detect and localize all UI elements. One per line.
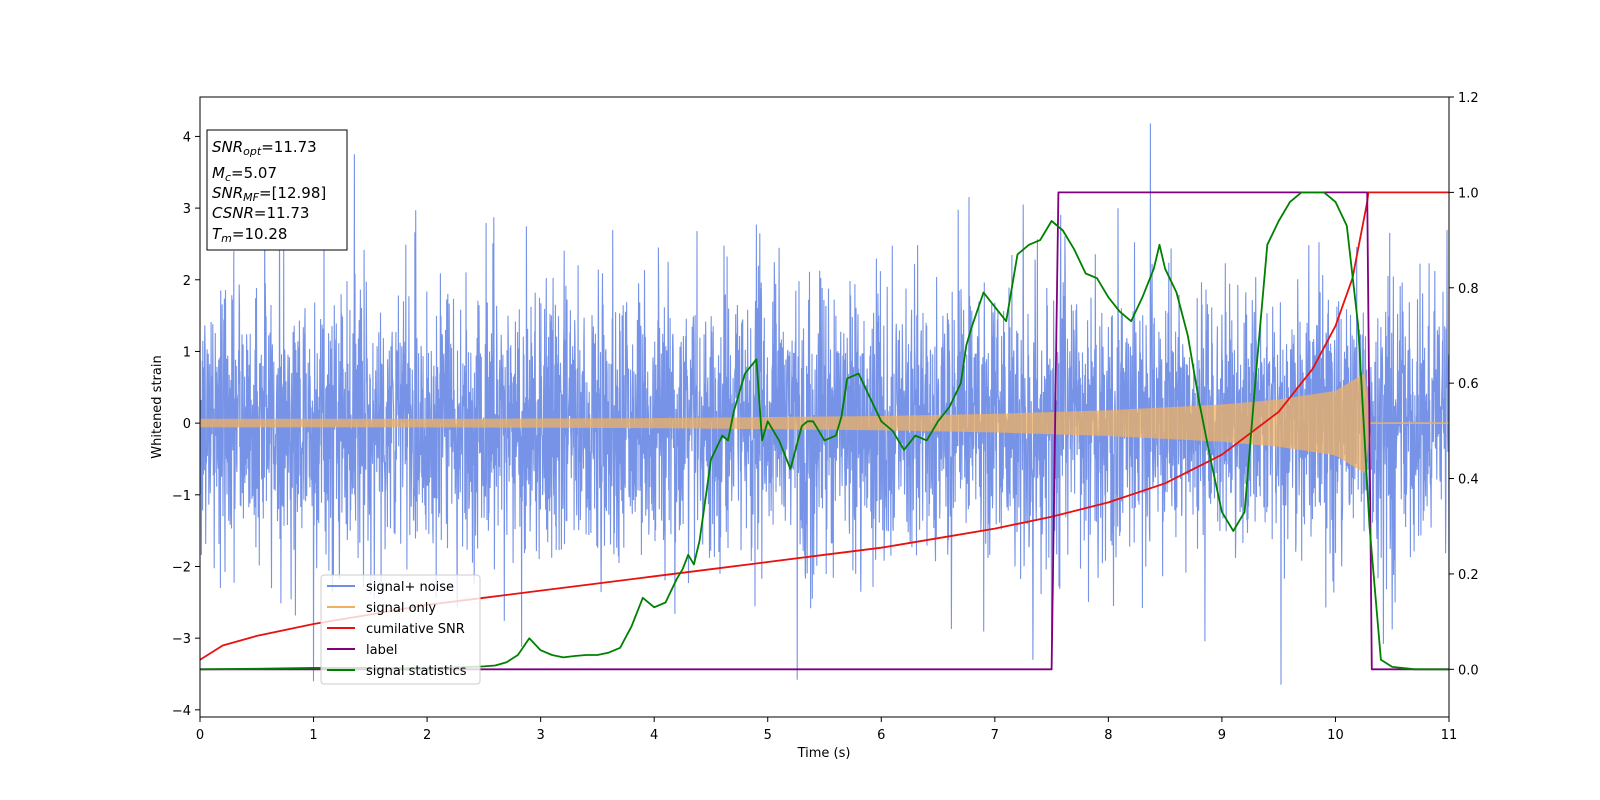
x-tick-label: 6 [877,728,885,743]
x-tick-label: 0 [196,728,204,743]
info-snr-mf: SNRMF=[12.98] [212,184,326,204]
x-tick-label: 11 [1441,728,1458,743]
y-axis-right: 0.0 0.2 0.4 0.6 0.8 1.0 1.2 [1449,91,1479,678]
legend-label-signal-noise: signal+ noise [366,580,454,595]
y-left-tick-label: −2 [172,560,191,575]
signal-only-band [200,373,1449,474]
info-box: SNRopt=11.73 Mc=5.07 SNRMF=[12.98] CSNR=… [206,129,348,251]
y-right-tick-label: 1.0 [1458,186,1479,201]
y-left-tick-label: −3 [172,632,191,647]
x-tick-label: 7 [991,728,999,743]
x-axis: 0 1 2 3 4 5 6 7 8 9 10 11 [196,717,1457,743]
y-left-tick-label: 1 [183,345,191,360]
legend-label-cumulative-snr: cumilative SNR [366,622,465,637]
x-tick-label: 10 [1327,728,1344,743]
x-tick-label: 5 [764,728,772,743]
info-mc: Mc=5.07 [212,164,277,184]
series-signal-only [200,373,1449,474]
y-left-tick-label: 0 [183,417,191,432]
y-right-tick-label: 0.8 [1458,282,1479,297]
x-tick-label: 4 [650,728,658,743]
info-snr-opt: SNRopt=11.73 [212,138,317,158]
y-right-tick-label: 0.2 [1458,568,1479,583]
y-left-tick-label: 2 [183,274,191,289]
legend-frame [320,574,481,685]
x-tick-label: 3 [536,728,544,743]
x-tick-label: 9 [1218,728,1226,743]
x-tick-label: 2 [423,728,431,743]
plot-frame [199,96,1450,718]
y-right-tick-label: 0.0 [1458,663,1479,678]
signal-statistics-line [200,191,1449,671]
y-right-tick-label: 1.2 [1458,91,1479,106]
y-axis-label: Whitened strain [150,355,165,458]
legend-label-signal-statistics: signal statistics [366,664,467,679]
y-right-tick-label: 0.6 [1458,377,1479,392]
y-left-tick-label: 3 [183,202,191,217]
info-tm: Tm=10.28 [212,225,287,245]
x-tick-label: 1 [309,728,317,743]
y-left-tick-label: 4 [183,130,191,145]
y-left-tick-label: −4 [172,704,191,719]
info-csnr: CSNR=11.73 [212,204,309,222]
legend-label-label: label [366,643,397,658]
x-tick-label: 8 [1104,728,1112,743]
y-axis-left: −4 −3 −2 −1 0 1 2 3 4 [172,130,200,719]
y-right-tick-label: 0.4 [1458,473,1479,488]
legend: signal+ noise signal only cumilative SNR… [320,574,481,685]
y-left-tick-label: −1 [172,489,191,504]
legend-label-signal-only: signal only [366,601,436,616]
x-axis-label: Time (s) [797,746,851,761]
label-line [200,191,1449,671]
